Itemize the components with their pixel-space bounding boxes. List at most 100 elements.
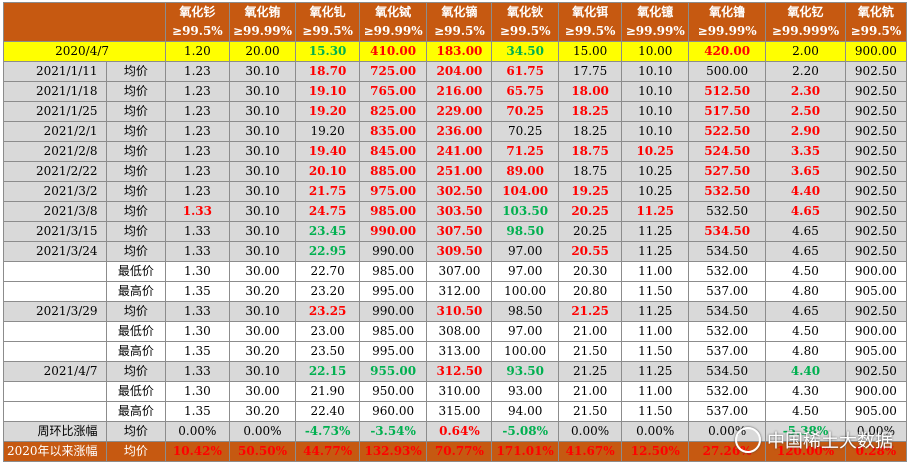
- price-cell: 11.00: [621, 381, 690, 402]
- price-cell: 902.50: [844, 81, 907, 102]
- row-date-cell: [3, 281, 107, 302]
- price-cell-text: 765.00: [370, 84, 417, 98]
- price-cell-text: 30.20: [245, 404, 280, 418]
- row-type-cell: 均价: [105, 141, 167, 162]
- price-cell: 10.10: [621, 101, 690, 122]
- price-cell-text: 20.55: [571, 244, 609, 258]
- price-cell: 30.10: [228, 301, 297, 322]
- price-cell-text: 2.20: [792, 64, 819, 78]
- price-cell: -5.08%: [491, 421, 559, 442]
- price-cell: 0.00%: [228, 421, 297, 442]
- price-cell: 18.70: [295, 61, 360, 82]
- price-cell-text: -5.08%: [502, 424, 548, 438]
- price-cell: 18.75: [557, 141, 623, 162]
- price-cell: 1.33: [165, 221, 230, 242]
- price-cell-text: 310.50: [436, 304, 483, 318]
- table-row: 最高价 1.35 30.20 23.20 995.00 312.00 100.00 20.80…: [3, 281, 907, 302]
- price-cell: 1.23: [165, 141, 230, 162]
- price-cell-text: 902.50: [854, 104, 897, 118]
- price-cell-text: 0.00%: [178, 424, 217, 438]
- price-cell: 4.80: [765, 281, 846, 302]
- price-cell-text: 3.65: [790, 164, 821, 178]
- header-corner: [2, 2, 167, 42]
- price-cell: 985.00: [358, 321, 428, 342]
- price-cell: 20.55: [557, 241, 623, 262]
- price-cell: 30.20: [228, 401, 297, 422]
- price-cell-text: 30.00: [245, 324, 280, 338]
- price-cell: 4.30: [765, 381, 846, 402]
- table-row: 2021/3/24 均价 1.33 30.10 22.95 990.00 309.50 97.…: [3, 241, 907, 262]
- header-product-purity-text: ≥99.99%: [363, 24, 423, 38]
- row-type-cell: 最低价: [105, 381, 167, 402]
- row-type-cell-text: 最低价: [117, 384, 154, 398]
- row-type-cell: 均价: [105, 161, 167, 182]
- price-cell-text: 100.00: [504, 284, 547, 298]
- price-cell-text: 18.25: [571, 104, 609, 118]
- price-cell: 11.00: [621, 261, 690, 282]
- header-product-purity-text: ≥99.5%: [564, 24, 616, 38]
- price-cell: 30.20: [228, 281, 297, 302]
- price-cell: 41.67%: [557, 441, 623, 462]
- price-cell: 216.00: [426, 81, 493, 102]
- row-type-cell-text: 均价: [123, 64, 148, 78]
- price-cell-text: 10.00: [638, 44, 673, 58]
- price-cell: 15.30: [295, 41, 360, 62]
- price-cell: 902.50: [844, 61, 907, 82]
- price-cell: 22.40: [295, 401, 360, 422]
- row-date-cell: [3, 401, 107, 422]
- row-type-cell-text: 均价: [123, 204, 148, 218]
- price-cell-text: 902.50: [854, 84, 897, 98]
- price-cell-text: 1.33: [184, 364, 211, 378]
- price-cell: 15.00: [557, 41, 623, 62]
- price-cell: 30.00: [228, 321, 297, 342]
- price-cell-text: 61.75: [506, 64, 544, 78]
- price-cell: 1.23: [165, 61, 230, 82]
- price-cell: 1.23: [165, 81, 230, 102]
- row-type-cell: 均价: [105, 421, 167, 442]
- price-cell-text: 30.10: [245, 84, 280, 98]
- price-cell: 21.00: [557, 381, 623, 402]
- price-cell-text: 985.00: [372, 264, 415, 278]
- price-cell: 307.50: [426, 221, 493, 242]
- price-cell: 2.30: [765, 81, 846, 102]
- price-cell: 0.00%: [844, 421, 907, 442]
- price-cell: 312.00: [426, 281, 493, 302]
- price-cell-text: 308.00: [438, 324, 481, 338]
- price-cell-text: 4.30: [792, 384, 819, 398]
- price-cell-text: 900.00: [854, 44, 897, 58]
- price-cell: 30.10: [228, 241, 297, 262]
- price-cell: 10.10: [621, 121, 690, 142]
- price-cell: 905.00: [844, 341, 907, 362]
- header-product-name: 氧化镝: [426, 2, 493, 22]
- price-cell-text: 89.00: [506, 164, 544, 178]
- price-cell: 21.50: [557, 341, 623, 362]
- price-cell-text: 30.00: [245, 384, 280, 398]
- price-cell: 1.33: [165, 201, 230, 222]
- price-cell: 70.25: [491, 101, 559, 122]
- header-product-purity-text: ≥99.5%: [850, 24, 902, 38]
- price-cell: 4.50: [765, 261, 846, 282]
- price-cell-text: 4.80: [792, 344, 819, 358]
- price-cell: 534.50: [688, 301, 767, 322]
- row-date-cell: 2021/1/11: [3, 61, 107, 82]
- table-row: 2020年以来涨幅 均价 10.42% 50.50% 44.77% 132.93% 70.7…: [3, 441, 907, 462]
- price-cell-text: 30.10: [245, 184, 280, 198]
- price-cell-text: 4.65: [792, 224, 819, 238]
- price-cell-text: 1.23: [184, 184, 211, 198]
- header-product-purity-text: ≥99.5%: [434, 24, 485, 38]
- price-cell: 1.23: [165, 181, 230, 202]
- price-cell: 34.50: [491, 41, 559, 62]
- price-cell-text: 21.50: [572, 404, 608, 418]
- price-cell-text: 985.00: [370, 204, 417, 218]
- header-product-purity: ≥99.999%: [765, 22, 846, 42]
- price-cell: -4.73%: [295, 421, 360, 442]
- price-cell: 1.35: [165, 281, 230, 302]
- header-product-name-text: 氧化镥: [709, 5, 746, 19]
- table-row: 2021/1/11 均价 1.23 30.10 18.70 725.00 204.00 61.…: [3, 61, 907, 82]
- price-cell: 10.00: [621, 41, 690, 62]
- price-cell-text: 21.25: [571, 304, 609, 318]
- price-cell-text: 204.00: [436, 64, 483, 78]
- price-cell-text: 1.30: [184, 264, 211, 278]
- price-cell: 955.00: [358, 361, 428, 382]
- price-cell-text: 975.00: [370, 184, 417, 198]
